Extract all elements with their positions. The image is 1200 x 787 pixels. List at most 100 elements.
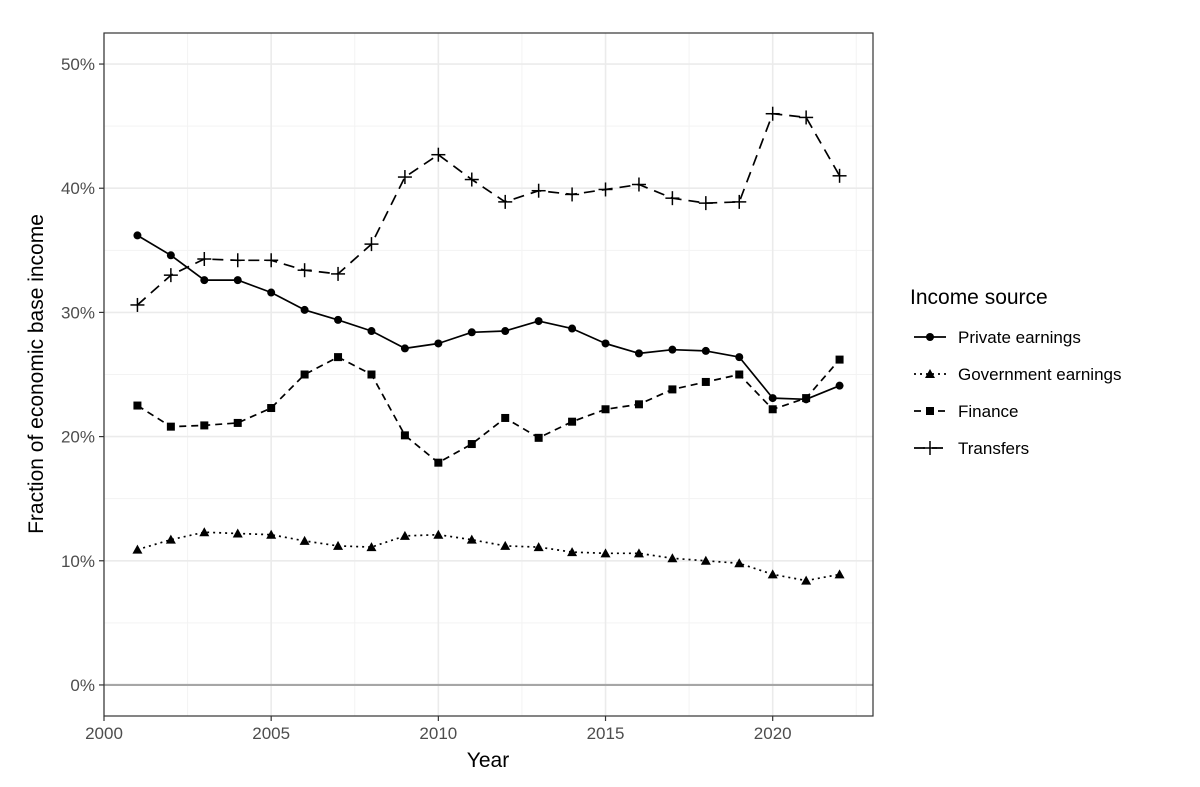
data-point-government-earnings: [633, 548, 644, 558]
data-point-transfers: [331, 266, 346, 281]
legend-marker: [926, 333, 934, 341]
data-point-government-earnings: [533, 542, 544, 552]
data-point-private-earnings: [133, 231, 142, 240]
data-point-transfers: [264, 253, 279, 268]
data-point-government-earnings: [232, 528, 243, 538]
legend-marker: [926, 407, 934, 415]
data-point-finance: [200, 421, 209, 430]
data-point-finance: [367, 370, 376, 379]
data-point-private-earnings: [501, 327, 510, 336]
data-point-finance: [701, 377, 710, 386]
data-point-transfers: [397, 170, 412, 185]
data-point-government-earnings: [466, 534, 477, 544]
data-point-government-earnings: [834, 569, 845, 579]
data-point-government-earnings: [567, 547, 578, 557]
series-private-earnings: [133, 231, 844, 404]
data-point-private-earnings: [668, 345, 677, 354]
data-series: [130, 106, 847, 585]
x-tick-label: 2015: [587, 724, 625, 743]
data-point-transfers: [598, 182, 613, 197]
data-point-finance: [300, 370, 309, 379]
data-point-government-earnings: [299, 535, 310, 545]
data-point-finance: [534, 433, 543, 442]
axis-ticks: 2000 2005 2010 2015 2020 0% 10% 20% 30% 40% 50%: [61, 55, 792, 743]
data-point-transfers: [765, 106, 780, 121]
data-point-private-earnings: [568, 324, 577, 333]
data-point-government-earnings: [700, 555, 711, 565]
legend-item-government-earnings: Government earnings: [914, 365, 1121, 384]
y-tick-label: 20%: [61, 428, 95, 447]
data-point-finance: [802, 394, 811, 403]
data-point-transfers: [799, 110, 814, 125]
data-point-private-earnings: [434, 339, 443, 348]
data-point-finance: [501, 413, 510, 422]
data-point-private-earnings: [634, 349, 643, 358]
data-point-finance: [133, 401, 142, 410]
data-point-private-earnings: [735, 353, 744, 362]
legend-label: Government earnings: [958, 365, 1121, 384]
legend-label: Private earnings: [958, 328, 1081, 347]
data-point-government-earnings: [132, 544, 143, 554]
data-point-finance: [768, 405, 777, 414]
data-point-finance: [467, 440, 476, 449]
series-transfers: [130, 106, 847, 312]
y-tick-label: 10%: [61, 552, 95, 571]
data-point-private-earnings: [166, 251, 175, 260]
data-point-government-earnings: [734, 558, 745, 568]
data-point-transfers: [297, 263, 312, 278]
series-government-earnings: [132, 527, 845, 585]
data-point-transfers: [130, 297, 145, 312]
y-tick-label: 40%: [61, 179, 95, 198]
data-point-transfers: [230, 253, 245, 268]
data-point-private-earnings: [768, 394, 777, 403]
data-point-private-earnings: [267, 288, 276, 297]
data-point-private-earnings: [367, 327, 376, 336]
data-point-government-earnings: [333, 540, 344, 550]
y-axis-title: Fraction of economic base income: [25, 214, 48, 534]
data-point-finance: [601, 405, 610, 414]
panel-border: [103, 32, 874, 717]
legend-title: Income source: [910, 286, 1048, 309]
series-finance: [133, 353, 844, 467]
data-point-transfers: [565, 187, 580, 202]
data-point-finance: [835, 355, 844, 364]
data-point-government-earnings: [266, 529, 277, 539]
data-point-government-earnings: [600, 548, 611, 558]
data-point-finance: [233, 418, 242, 427]
data-point-government-earnings: [366, 542, 377, 552]
y-tick-label: 0%: [70, 676, 95, 695]
legend-items: Private earnings Government earnings Finan…: [914, 328, 1121, 458]
data-point-government-earnings: [399, 530, 410, 540]
legend-label: Transfers: [958, 439, 1029, 458]
data-point-finance: [267, 404, 276, 413]
data-point-transfers: [498, 194, 513, 209]
data-point-finance: [166, 422, 175, 431]
x-tick-label: 2010: [419, 724, 457, 743]
data-point-transfers: [197, 252, 212, 267]
legend-marker: [925, 369, 935, 378]
x-tick-label: 2005: [252, 724, 290, 743]
data-point-government-earnings: [165, 534, 176, 544]
legend-item-finance: Finance: [914, 402, 1018, 421]
data-point-private-earnings: [835, 381, 844, 390]
data-point-government-earnings: [667, 553, 678, 563]
data-point-finance: [634, 400, 643, 409]
series-line-finance: [136, 356, 841, 464]
x-tick-label: 2000: [85, 724, 123, 743]
data-point-finance: [668, 385, 677, 394]
legend: Income source Private earnings Government…: [910, 286, 1121, 458]
data-point-private-earnings: [701, 346, 710, 355]
y-tick-label: 30%: [61, 303, 95, 322]
data-point-finance: [434, 458, 443, 467]
series-line-private-earnings: [136, 234, 840, 401]
data-point-transfers: [163, 268, 178, 283]
data-point-government-earnings: [433, 529, 444, 539]
data-point-private-earnings: [300, 305, 309, 314]
data-point-private-earnings: [400, 344, 409, 353]
x-axis-title: Year: [467, 749, 509, 772]
data-point-government-earnings: [801, 575, 812, 585]
data-point-transfers: [698, 196, 713, 211]
data-point-transfers: [665, 191, 680, 206]
